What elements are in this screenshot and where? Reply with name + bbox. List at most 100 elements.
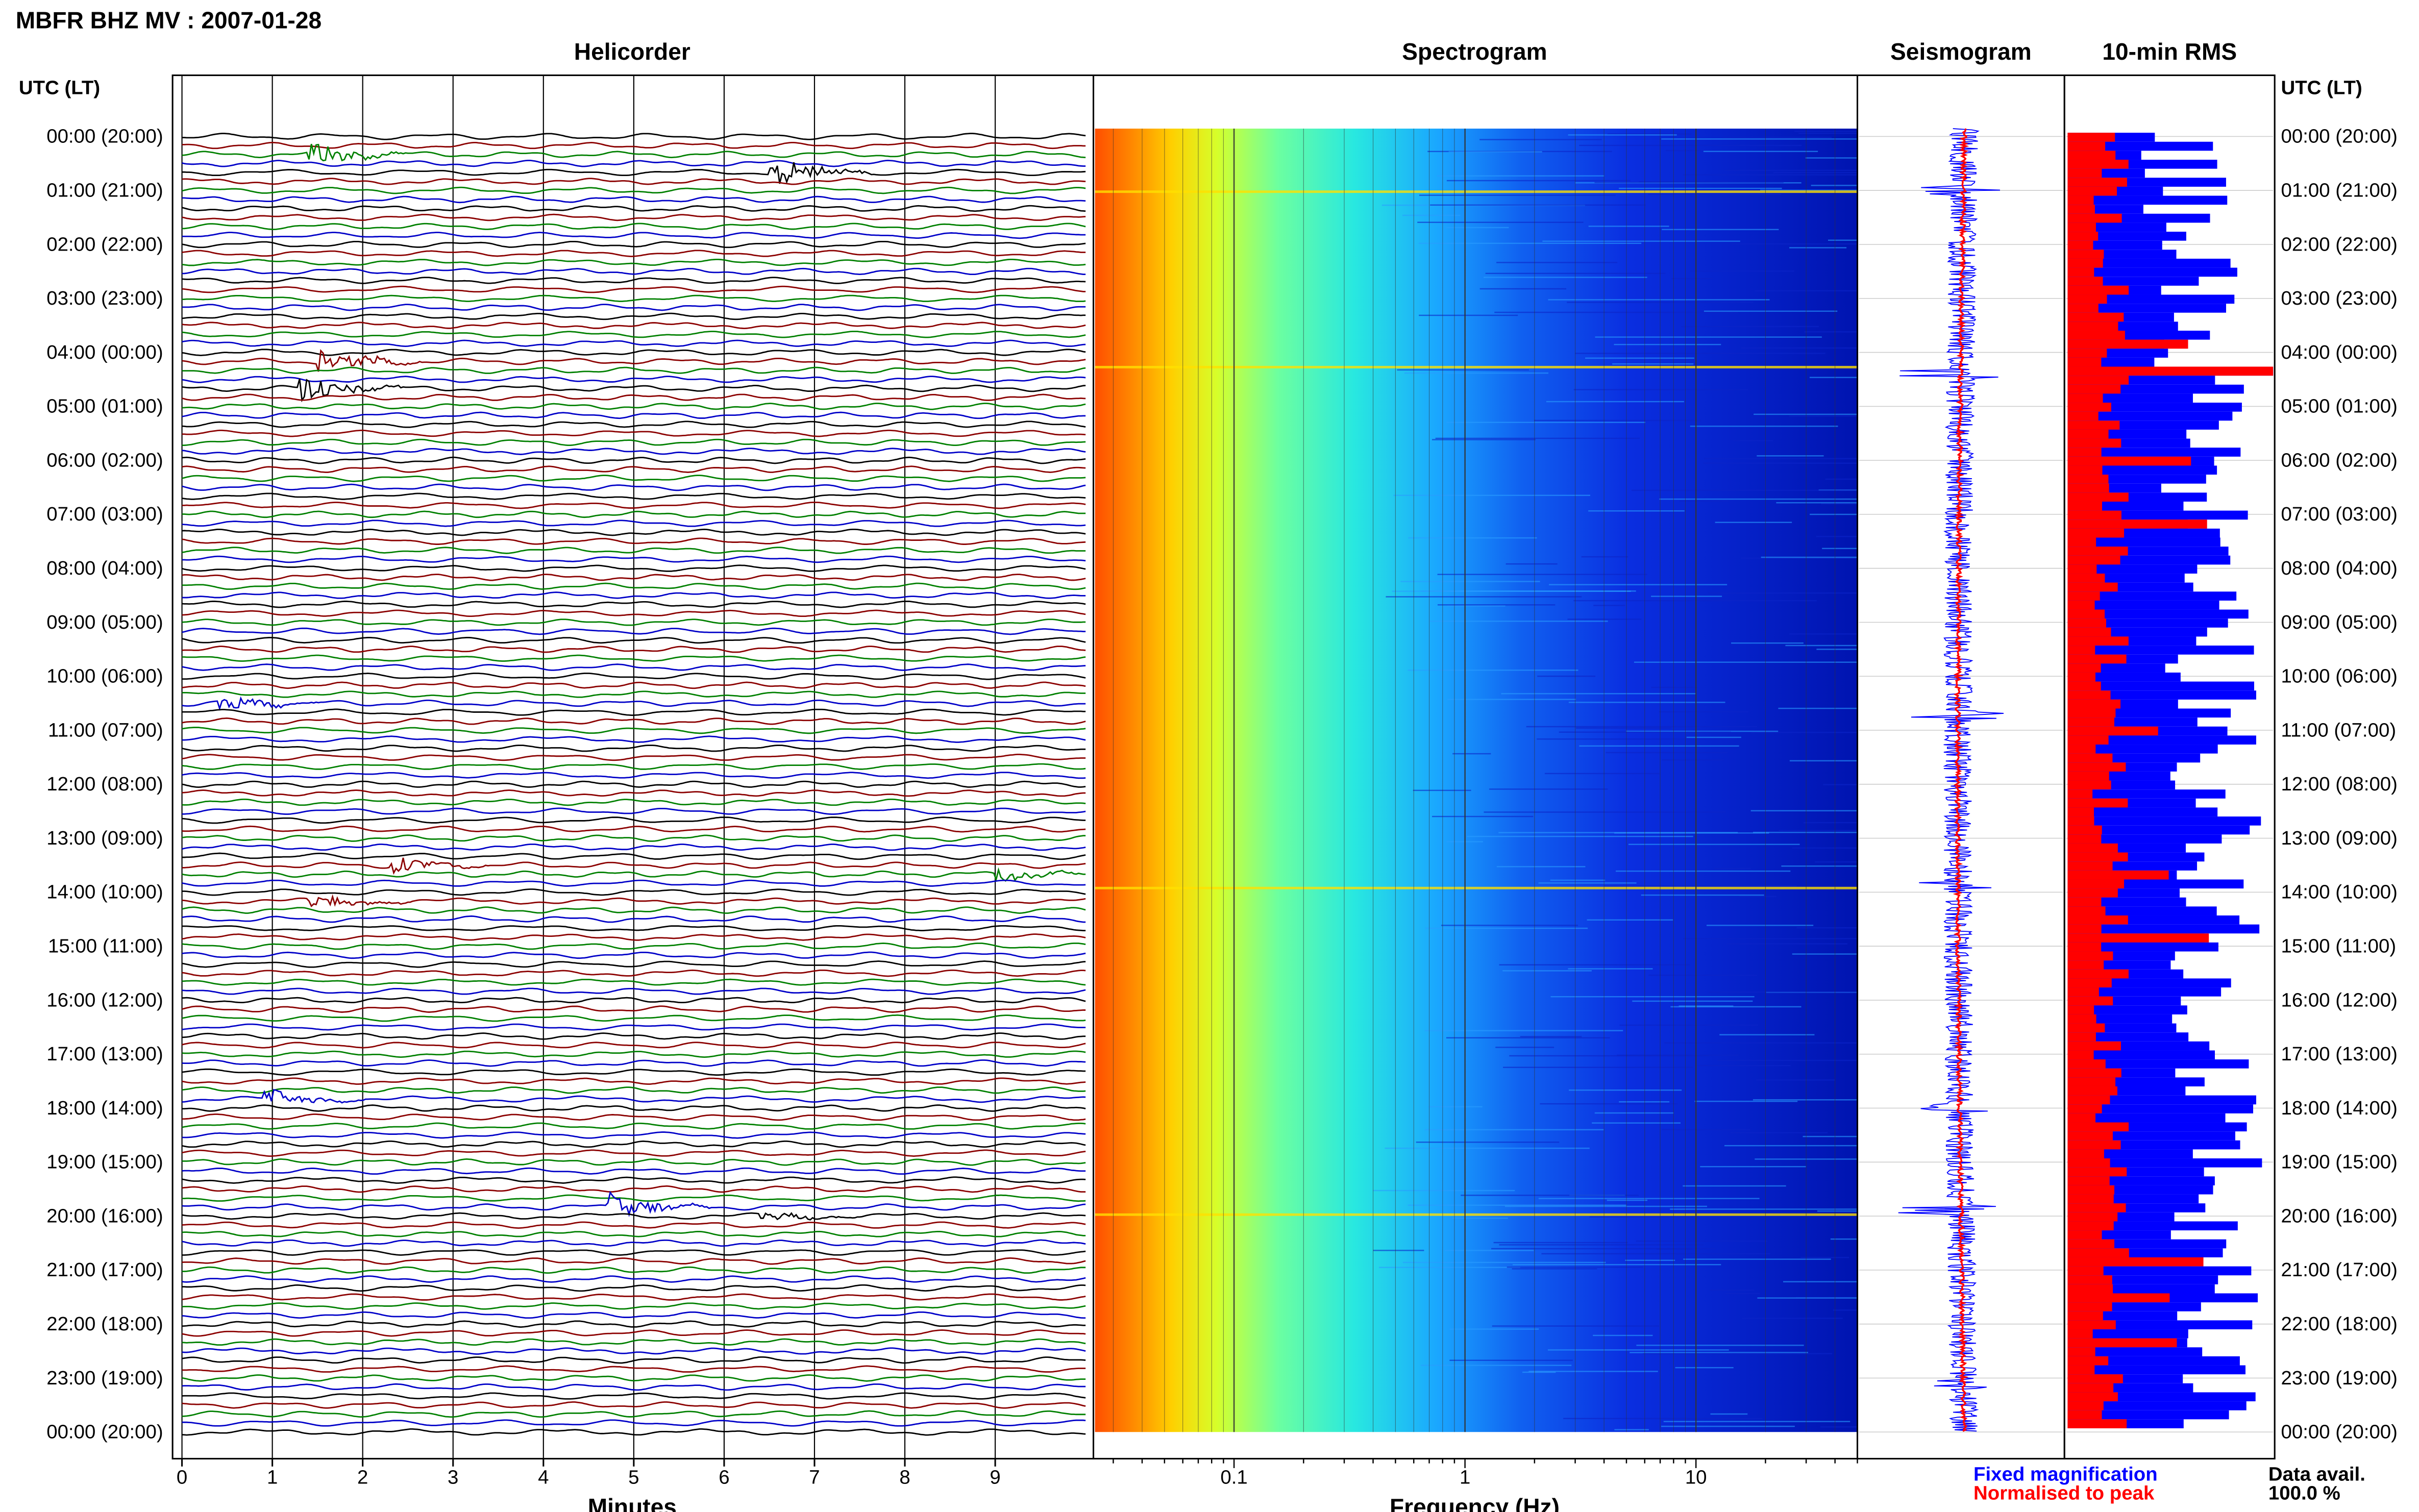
time-label: 18:00 (14:00) (2281, 1097, 2397, 1119)
spectrogram-streak (1816, 536, 1864, 537)
spectrogram-streak (1671, 278, 1713, 280)
spectrogram-streak (1534, 419, 1701, 422)
rms-bar-normalised (2067, 1347, 2095, 1356)
spectrogram-streak (1512, 1264, 1721, 1266)
spectrogram-streak (1619, 187, 1782, 189)
spectrogram-streak (1446, 1037, 1610, 1038)
spectrogram-streak (1452, 1217, 1508, 1219)
spectrogram-streak (1430, 204, 1646, 206)
helicorder-trace (182, 1419, 1086, 1427)
spectrogram-streak (1573, 389, 1748, 390)
rms-bar-normalised (2067, 591, 2100, 601)
spectrogram-streak (1419, 314, 1518, 316)
rms-bar-fixed (2067, 304, 2227, 313)
rms-bar-normalised (2067, 600, 2095, 610)
rms-bar-fixed (2067, 834, 2222, 844)
time-label: 01:00 (21:00) (46, 179, 163, 201)
frequency-tick-label: 10 (1685, 1467, 1707, 1489)
helicorder-trace (182, 1131, 1086, 1139)
spectrogram-streak (1798, 132, 1897, 134)
helicorder-trace (182, 502, 1086, 509)
seismogram-title: Seismogram (1890, 38, 2032, 65)
rms-bar-normalised (2067, 636, 2129, 646)
time-label: 10:00 (06:00) (2281, 665, 2397, 687)
rms-bar-fixed (2067, 735, 2256, 745)
rms-bar-normalised (2067, 897, 2102, 907)
rms-bar-fixed (2067, 1095, 2256, 1105)
spectrogram-streak (1573, 600, 1817, 602)
spectrogram-streak (1632, 1000, 1753, 1002)
spectrogram-streak (1542, 240, 1740, 242)
legend-normalised-to-peak: Normalised to peak (1973, 1482, 2155, 1504)
frequency-tick-label: 1 (1460, 1467, 1470, 1489)
spectrogram-streak (1690, 426, 1838, 427)
time-label: 12:00 (08:00) (2281, 773, 2397, 795)
helicorder-trace (182, 798, 1086, 806)
rms-bar-normalised (2067, 672, 2096, 682)
time-axis-header-left: UTC (LT) (19, 77, 100, 98)
spectrogram-event-band (1095, 190, 1858, 193)
spectrogram-streak (1484, 811, 1726, 813)
spectrogram-event-band (1095, 1213, 1858, 1216)
time-label: 14:00 (10:00) (46, 881, 163, 903)
helicorder-trace (182, 162, 1086, 184)
spectrogram-streak (1617, 1054, 1739, 1056)
spectrogram-streak (1683, 1258, 1831, 1260)
helicorder-trace (182, 646, 1086, 653)
spectrogram-streak (1428, 1106, 1483, 1108)
rms-bar-normalised (2067, 960, 2104, 970)
rms-bar-fixed (2067, 924, 2260, 934)
page-title: MBFR BHZ MV : 2007-01-28 (16, 7, 322, 33)
spectrogram-streak (1540, 1103, 1678, 1105)
rms-bar-normalised (2067, 1356, 2109, 1366)
time-label: 08:00 (04:00) (46, 557, 163, 579)
time-label: 09:00 (05:00) (2281, 611, 2397, 633)
rms-bar-normalised (2067, 852, 2128, 862)
spectrogram-streak (1648, 974, 1757, 976)
spectrogram-streak (1446, 227, 1509, 229)
rms-bar-normalised (2067, 331, 2125, 340)
rms-bar-normalised (2067, 411, 2099, 421)
spectrogram-streak (1385, 1147, 1590, 1149)
spectrogram-streak (1493, 1242, 1628, 1244)
time-label: 02:00 (22:00) (46, 233, 163, 255)
rms-bar-fixed (2067, 591, 2237, 601)
helicorder-trace (182, 483, 1086, 491)
helicorder-trace (182, 1347, 1086, 1355)
helicorder-trace (182, 555, 1086, 563)
spectrogram-streak (1421, 590, 1636, 592)
spectrogram-streak (1606, 752, 1728, 754)
helicorder-trace (182, 879, 1086, 887)
time-label: 11:00 (07:00) (48, 719, 163, 741)
spectrogram-image (1095, 129, 1858, 1432)
rms-bar-normalised (2067, 1392, 2118, 1402)
spectrogram-streak (1661, 138, 1906, 140)
rms-bar-fixed (2067, 1032, 2189, 1042)
spectrogram-streak (1505, 563, 1558, 565)
time-label: 05:00 (01:00) (2281, 395, 2397, 417)
helicorder-trace (182, 816, 1086, 824)
rms-bar-normalised (2067, 366, 2274, 376)
spectrogram-streak (1432, 815, 1534, 817)
frequency-tick-label: 0.1 (1220, 1467, 1247, 1489)
rms-bar-fixed (2067, 672, 2181, 682)
spectrogram-streak (1541, 1253, 1770, 1255)
time-label: 23:00 (19:00) (2281, 1367, 2397, 1389)
rms-bar-fixed (2067, 1113, 2226, 1123)
helicorder-trace (182, 1284, 1086, 1292)
rms-bar-normalised (2067, 168, 2102, 178)
spectrogram-streak (1496, 866, 1586, 867)
time-label: 17:00 (13:00) (46, 1043, 163, 1065)
rms-bar-normalised (2067, 1293, 2170, 1303)
helicorder-trace (182, 403, 1086, 410)
helicorder-trace (182, 1338, 1086, 1346)
spectrogram-streak (1666, 150, 1701, 152)
spectrogram-streak (1449, 1359, 1573, 1361)
time-label: 02:00 (22:00) (2281, 233, 2397, 255)
time-label: 04:00 (00:00) (46, 341, 163, 363)
spectrogram-streak (1483, 277, 1647, 278)
spectrogram-streak (1731, 243, 1865, 245)
seismogram-fixed-trace (1898, 128, 2004, 1432)
spectrogram-streak (1408, 670, 1578, 671)
spectrogram-streak (1670, 1006, 1801, 1008)
